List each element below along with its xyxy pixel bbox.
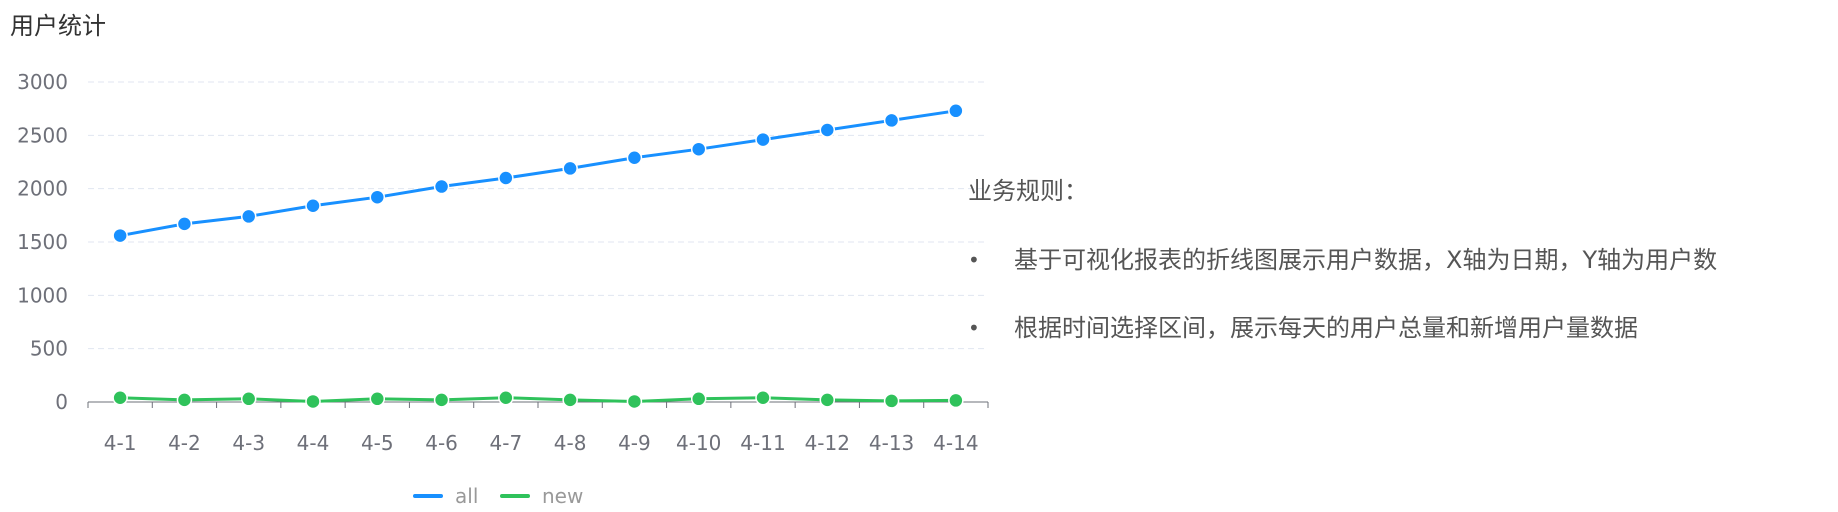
y-tick-label: 3000	[17, 70, 68, 94]
legend-item-all[interactable]: all	[413, 484, 478, 508]
data-point-new[interactable]	[112, 389, 128, 406]
x-tick-label: 4-12	[805, 431, 850, 455]
x-tick-label: 4-8	[554, 431, 587, 455]
bullet-icon: •	[968, 248, 980, 272]
data-point-new[interactable]	[176, 392, 193, 408]
series-line-all	[119, 109, 957, 238]
data-point-new[interactable]	[305, 393, 321, 410]
x-tick-label: 4-4	[297, 431, 330, 455]
rule-text: 基于可视化报表的折线图展示用户数据，X轴为日期，Y轴为用户数	[1014, 246, 1718, 274]
rule-text: 根据时间选择区间，展示每天的用户总量和新增用户量数据	[1014, 314, 1638, 342]
x-tick-label: 4-10	[676, 431, 721, 455]
y-axis-tick-labels: 0 500 1000 1500 2000 2500 3000	[17, 70, 68, 414]
chart-title: 用户统计	[10, 12, 106, 40]
x-tick-label: 4-6	[425, 431, 458, 455]
data-point-new[interactable]	[626, 393, 643, 410]
data-point-new[interactable]	[433, 392, 450, 408]
business-rules: 业务规则： • 基于可视化报表的折线图展示用户数据，X轴为日期，Y轴为用户数 •…	[968, 170, 1838, 348]
x-tick-label: 4-5	[361, 431, 394, 455]
legend[interactable]: all new	[413, 484, 583, 508]
x-tick-label: 4-9	[618, 431, 651, 455]
data-point-new[interactable]	[755, 389, 771, 406]
data-point-all[interactable]	[755, 131, 771, 148]
x-tick-label: 4-2	[168, 431, 201, 455]
data-point-all[interactable]	[819, 122, 836, 138]
data-point-new[interactable]	[562, 392, 578, 408]
data-point-new[interactable]	[498, 389, 514, 406]
series-line-new	[120, 396, 956, 403]
line-chart: 0 500 1000 1500 2000 2500 3000 4-1 4-2 4-3 4-4 4-5…	[17, 70, 989, 508]
x-axis-tick-labels: 4-1 4-2 4-3 4-4 4-5 4-6 4-7 4-8 4-9 4-10 4-11 4-12 4…	[104, 431, 979, 455]
y-tick-label: 0	[55, 390, 68, 414]
x-tick-label: 4-13	[869, 431, 914, 455]
data-point-new[interactable]	[819, 392, 836, 408]
data-point-all[interactable]	[433, 178, 450, 195]
y-tick-label: 500	[30, 337, 68, 361]
bullet-icon: •	[968, 316, 980, 340]
y-tick-label: 1500	[17, 230, 68, 254]
y-tick-label: 1000	[17, 283, 68, 307]
legend-label: new	[542, 484, 583, 508]
data-point-all[interactable]	[176, 216, 193, 232]
rules-heading: 业务规则：	[968, 177, 1088, 205]
data-point-new[interactable]	[690, 391, 707, 407]
legend-label: all	[455, 484, 478, 508]
data-point-all[interactable]	[305, 197, 321, 214]
data-point-all[interactable]	[690, 141, 707, 157]
x-tick-label: 4-11	[740, 431, 785, 455]
data-point-all[interactable]	[948, 103, 964, 119]
x-tick-label: 4-7	[490, 431, 523, 455]
data-point-new[interactable]	[948, 392, 964, 409]
data-point-all[interactable]	[883, 112, 900, 129]
legend-item-new[interactable]: new	[500, 484, 583, 508]
data-point-new[interactable]	[883, 393, 900, 409]
data-point-all[interactable]	[562, 160, 578, 177]
data-point-new[interactable]	[240, 391, 257, 407]
x-tick-label: 4-14	[933, 431, 978, 455]
rule-item: • 基于可视化报表的折线图展示用户数据，X轴为日期，Y轴为用户数	[968, 240, 1838, 280]
data-point-all[interactable]	[369, 189, 386, 205]
data-point-all[interactable]	[498, 170, 514, 186]
series-lines	[112, 103, 964, 410]
data-point-all[interactable]	[112, 227, 128, 244]
data-point-new[interactable]	[369, 391, 386, 407]
x-tick-label: 4-3	[232, 431, 265, 455]
x-tick-label: 4-1	[104, 431, 137, 455]
rule-item: • 根据时间选择区间，展示每天的用户总量和新增用户量数据	[968, 308, 1838, 348]
x-axis	[87, 401, 989, 408]
data-point-all[interactable]	[240, 208, 257, 225]
grid-lines	[88, 81, 988, 350]
y-tick-label: 2000	[17, 177, 68, 201]
data-point-all[interactable]	[626, 149, 643, 166]
y-tick-label: 2500	[17, 123, 68, 147]
